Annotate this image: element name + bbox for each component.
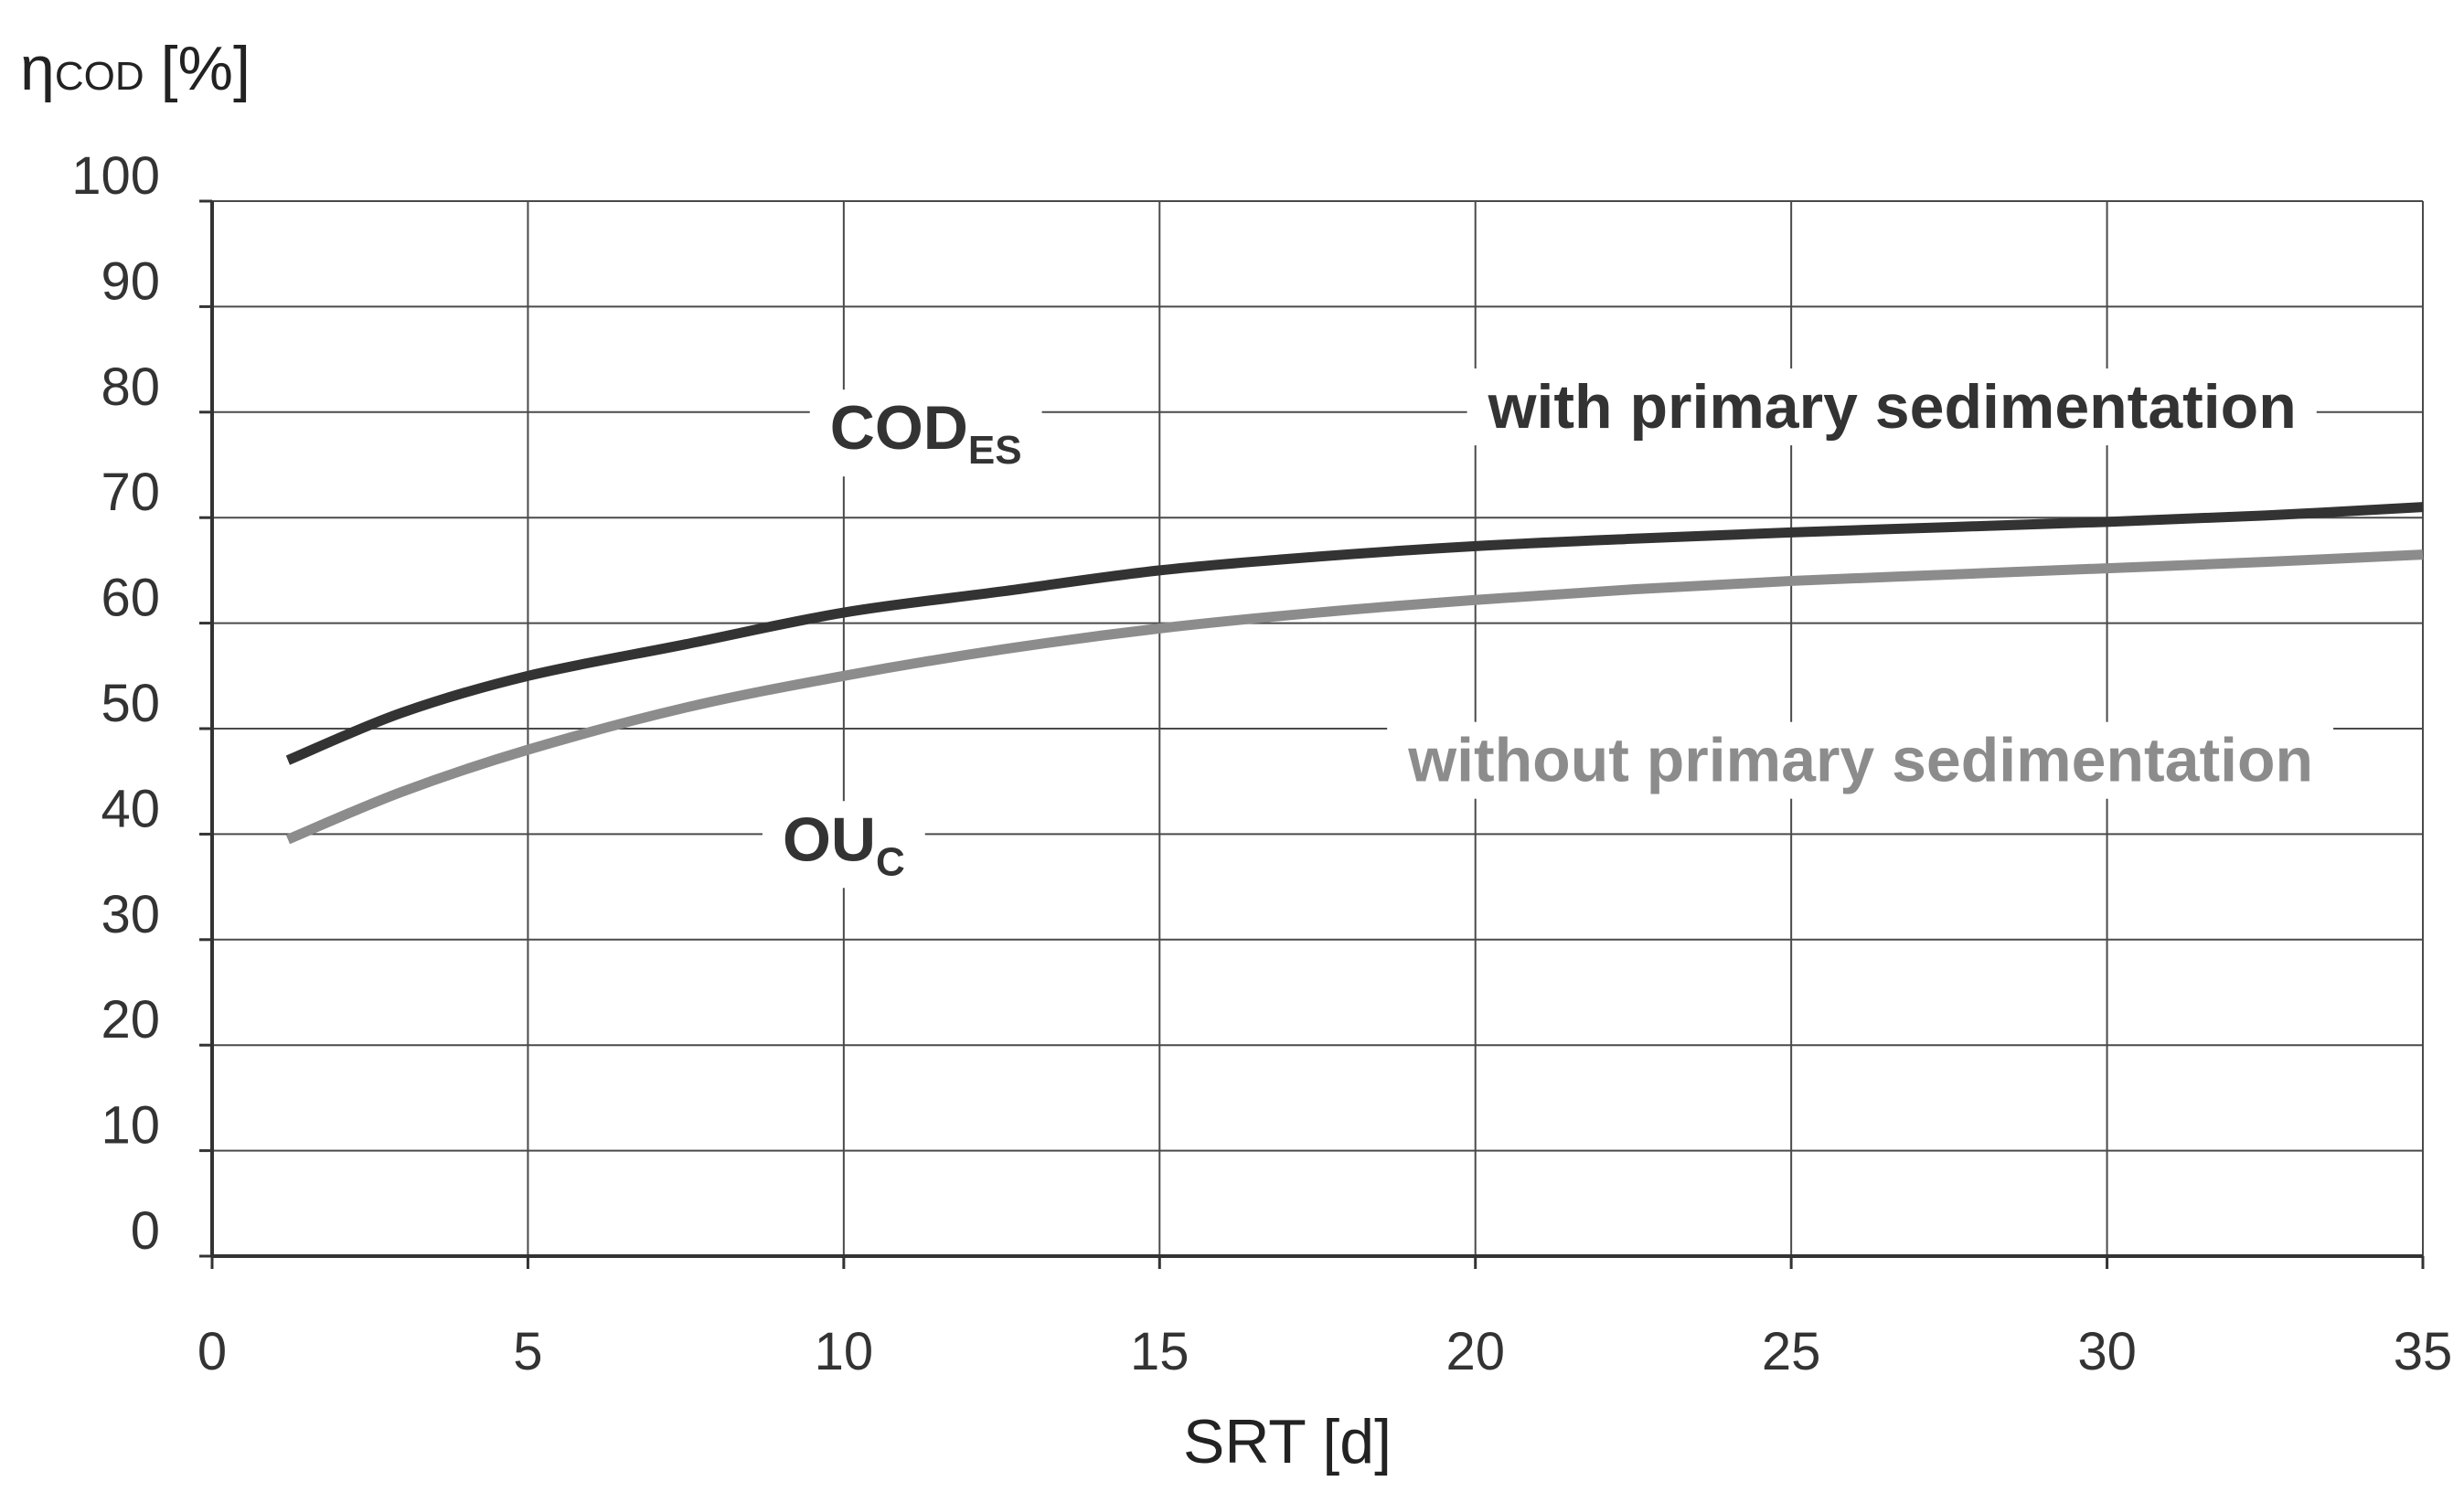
- annotation-main: COD: [830, 393, 968, 463]
- y-tick-label: 100: [71, 146, 160, 206]
- y-axis-symbol: η: [20, 34, 55, 103]
- y-tick-label: 30: [101, 885, 160, 944]
- y-axis-unit: [%]: [161, 34, 251, 103]
- y-axis-title: ηCOD [%]: [20, 34, 251, 103]
- annotation-ouc: OUC: [762, 801, 925, 889]
- y-tick-label: 60: [101, 569, 160, 628]
- annotation-with-label: with primary sedimentation: [1467, 368, 2317, 446]
- x-tick-label: 10: [815, 1322, 874, 1381]
- y-axis-subscript: COD: [55, 54, 144, 99]
- annotation-text: with primary sedimentation: [1488, 372, 2297, 442]
- annotation-background: [809, 389, 1042, 477]
- y-tick-label: 80: [101, 357, 160, 417]
- annotation-text: without primary sedimentation: [1407, 726, 2313, 795]
- annotation-background: [1467, 368, 2317, 446]
- annotation-subscript: ES: [968, 428, 1022, 473]
- annotation-subscript: C: [876, 839, 905, 884]
- annotation-background: [762, 801, 925, 889]
- y-tick-label: 50: [101, 674, 160, 733]
- annotation-codes: CODES: [809, 389, 1042, 477]
- x-axis-title: SRT [d]: [1183, 1407, 1392, 1476]
- x-tick-label: 25: [1762, 1322, 1821, 1381]
- x-tick-label: 15: [1130, 1322, 1189, 1381]
- gridlines: [211, 200, 2424, 1257]
- series-line-with-primary-sedimentation: [285, 502, 2424, 765]
- y-tick-label: 40: [101, 779, 160, 838]
- series-lines: [285, 502, 2424, 845]
- x-tick-label: 35: [2394, 1322, 2453, 1381]
- annotation-background: [1387, 721, 2334, 799]
- annotation-main: OU: [783, 805, 876, 874]
- annotation-text: OUC: [783, 805, 905, 884]
- y-tick-label: 90: [101, 251, 160, 311]
- annotation-main: with primary sedimentation: [1488, 372, 2297, 442]
- series-line-without-primary-sedimentation: [285, 549, 2424, 845]
- y-tick-label: 70: [101, 463, 160, 522]
- annotation-text: CODES: [830, 393, 1022, 473]
- y-tick-label: 10: [101, 1096, 160, 1156]
- plot-frame: [199, 199, 2425, 1269]
- x-tick-label: 30: [2077, 1322, 2137, 1381]
- x-tick-label: 5: [513, 1322, 542, 1381]
- tick-labels: 0 10 20 30 40 50 60 70 80 90 100 0 5 10 15 20 25 30 35: [71, 146, 2452, 1381]
- x-tick-label: 0: [197, 1322, 227, 1381]
- x-tick-label: 20: [1445, 1322, 1505, 1381]
- y-tick-label: 0: [131, 1201, 160, 1261]
- y-tick-label: 20: [101, 990, 160, 1050]
- annotation-main: without primary sedimentation: [1407, 726, 2313, 795]
- annotation-without-label: without primary sedimentation: [1387, 721, 2334, 799]
